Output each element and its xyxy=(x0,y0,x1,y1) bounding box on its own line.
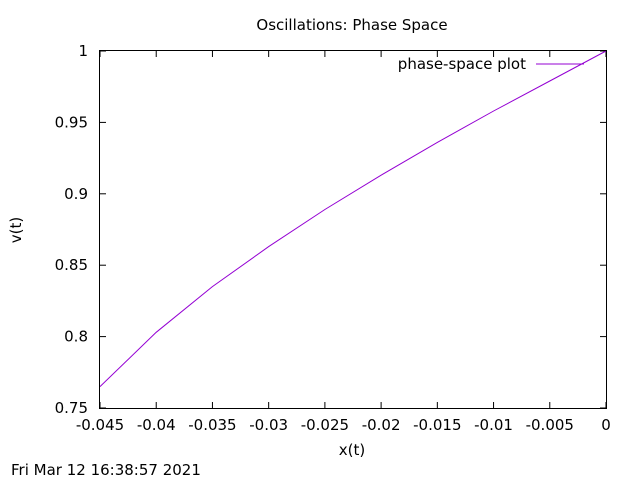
x-tick-label: -0.04 xyxy=(137,416,176,434)
chart-title: Oscillations: Phase Space xyxy=(256,16,447,34)
y-axis-label: v(t) xyxy=(7,217,25,243)
x-tick-label: -0.005 xyxy=(526,416,574,434)
y-tick-label: 0.8 xyxy=(64,328,88,346)
timestamp-footer: Fri Mar 12 16:38:57 2021 xyxy=(11,461,201,479)
legend-label: phase-space plot xyxy=(398,55,526,73)
x-axis-label: x(t) xyxy=(339,441,365,459)
y-tick-label: 0.9 xyxy=(64,185,88,203)
x-tick-label: -0.015 xyxy=(413,416,461,434)
y-tick-label: 0.75 xyxy=(55,399,88,417)
series-line xyxy=(99,50,607,387)
legend: phase-space plot xyxy=(398,55,584,73)
x-tick-label: -0.035 xyxy=(188,416,236,434)
plot-frame xyxy=(99,50,607,409)
x-tick-label: 0 xyxy=(601,416,611,434)
series-layer xyxy=(99,50,607,387)
x-tick-label: -0.045 xyxy=(76,416,124,434)
axis-ticks: -0.045 -0.04 -0.035 -0.03 -0.025 -0.02 -0.015-… xyxy=(55,42,611,434)
x-tick-label: -0.03 xyxy=(249,416,288,434)
x-tick-label: -0.02 xyxy=(362,416,401,434)
y-tick-label: 0.95 xyxy=(55,113,88,131)
y-tick-label: 0.85 xyxy=(55,256,88,274)
x-tick-label: -0.01 xyxy=(474,416,513,434)
x-tick-label: -0.025 xyxy=(301,416,349,434)
y-tick-label: 1 xyxy=(78,42,88,60)
